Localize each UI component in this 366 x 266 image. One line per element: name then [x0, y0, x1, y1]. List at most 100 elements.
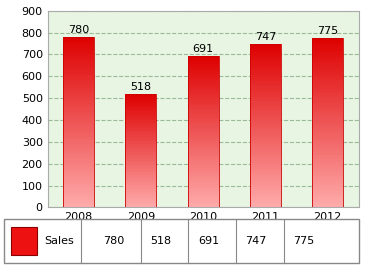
- Bar: [250, 69, 281, 71]
- Text: 780: 780: [68, 25, 89, 35]
- Bar: [250, 120, 281, 122]
- Bar: [250, 122, 281, 124]
- Bar: [125, 154, 157, 155]
- Bar: [63, 152, 94, 154]
- Bar: [63, 71, 94, 73]
- Bar: [312, 51, 343, 53]
- Bar: [187, 147, 219, 149]
- Bar: [63, 171, 94, 173]
- Bar: [63, 60, 94, 63]
- Bar: [63, 75, 94, 77]
- Bar: [63, 122, 94, 124]
- Bar: [250, 169, 281, 171]
- Bar: [63, 58, 94, 60]
- Bar: [125, 198, 157, 199]
- Bar: [63, 167, 94, 169]
- Bar: [125, 135, 157, 137]
- Bar: [125, 108, 157, 110]
- Bar: [312, 104, 343, 106]
- Bar: [250, 150, 281, 152]
- Bar: [187, 166, 219, 168]
- Bar: [125, 131, 157, 132]
- Bar: [250, 134, 281, 136]
- Text: 775: 775: [293, 236, 314, 246]
- Bar: [125, 144, 157, 145]
- Bar: [187, 60, 219, 62]
- Bar: [187, 96, 219, 98]
- Bar: [312, 188, 343, 190]
- Bar: [125, 189, 157, 190]
- Bar: [250, 66, 281, 69]
- Bar: [312, 106, 343, 108]
- Bar: [187, 173, 219, 175]
- Bar: [250, 91, 281, 93]
- Bar: [63, 63, 94, 65]
- Bar: [125, 168, 157, 169]
- Bar: [250, 203, 281, 205]
- Bar: [63, 190, 94, 193]
- Bar: [250, 193, 281, 195]
- Bar: [125, 134, 157, 135]
- Bar: [125, 159, 157, 161]
- Bar: [250, 54, 281, 56]
- Bar: [187, 181, 219, 183]
- Bar: [63, 141, 94, 144]
- Bar: [312, 55, 343, 57]
- Bar: [187, 58, 219, 60]
- Bar: [250, 205, 281, 207]
- Bar: [250, 44, 281, 207]
- Bar: [250, 75, 281, 77]
- Bar: [125, 94, 157, 207]
- Bar: [63, 114, 94, 116]
- Bar: [63, 180, 94, 182]
- Bar: [250, 103, 281, 105]
- Bar: [125, 137, 157, 138]
- Bar: [250, 109, 281, 111]
- Bar: [250, 197, 281, 199]
- Bar: [312, 59, 343, 61]
- Bar: [187, 56, 219, 58]
- Bar: [187, 190, 219, 192]
- Bar: [125, 104, 157, 106]
- Bar: [187, 94, 219, 96]
- Bar: [63, 203, 94, 205]
- Bar: [312, 165, 343, 167]
- Bar: [312, 169, 343, 172]
- Bar: [125, 145, 157, 147]
- Bar: [187, 187, 219, 189]
- Bar: [125, 155, 157, 156]
- Bar: [63, 69, 94, 71]
- Bar: [187, 185, 219, 187]
- Bar: [312, 72, 343, 74]
- Bar: [187, 56, 219, 207]
- Bar: [250, 99, 281, 101]
- Bar: [250, 111, 281, 114]
- Bar: [125, 142, 157, 144]
- Bar: [312, 99, 343, 102]
- Bar: [63, 116, 94, 118]
- Bar: [63, 45, 94, 48]
- Bar: [125, 167, 157, 168]
- Bar: [312, 118, 343, 120]
- Bar: [63, 107, 94, 109]
- Bar: [312, 61, 343, 63]
- Bar: [63, 126, 94, 128]
- Bar: [250, 93, 281, 95]
- Bar: [187, 189, 219, 190]
- Bar: [125, 193, 157, 195]
- Bar: [63, 41, 94, 43]
- Bar: [250, 87, 281, 89]
- Bar: [312, 161, 343, 163]
- Bar: [187, 85, 219, 86]
- Bar: [250, 52, 281, 54]
- Bar: [312, 49, 343, 51]
- Text: 747: 747: [255, 32, 276, 42]
- Bar: [125, 156, 157, 158]
- Bar: [63, 186, 94, 188]
- Bar: [250, 160, 281, 163]
- Bar: [250, 167, 281, 169]
- Bar: [63, 103, 94, 105]
- Bar: [187, 83, 219, 85]
- Bar: [187, 103, 219, 105]
- Bar: [250, 159, 281, 160]
